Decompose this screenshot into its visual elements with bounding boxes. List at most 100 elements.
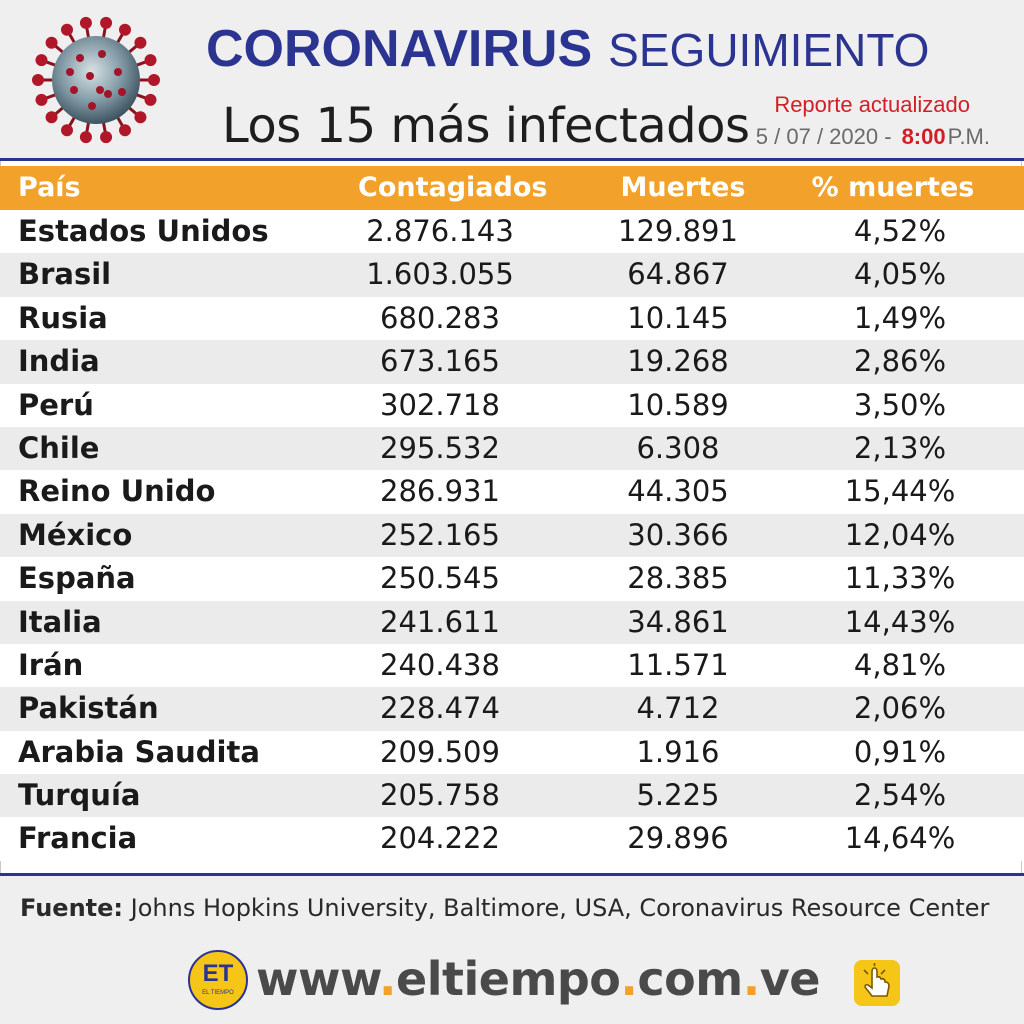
cell-pais: Turquía bbox=[18, 778, 141, 813]
table-row: Italia 241.611 34.861 14,43% bbox=[0, 600, 1024, 644]
report-date: 5 / 07 / 2020 - 8:00P.M. bbox=[756, 124, 990, 150]
table-row: Rusia 680.283 10.145 1,49% bbox=[0, 296, 1024, 341]
cell-contagiados: 240.438 bbox=[380, 647, 500, 682]
cell-muertes: 4.712 bbox=[636, 691, 720, 726]
table-row: Pakistán 228.474 4.712 2,06% bbox=[0, 687, 1024, 731]
website-www: www bbox=[256, 952, 380, 1006]
cell-porcentaje: 4,05% bbox=[853, 257, 947, 292]
table-row: México 252.165 30.366 12,04% bbox=[0, 513, 1024, 558]
cell-contagiados: 673.165 bbox=[380, 344, 500, 379]
report-date-value: 5 / 07 / 2020 - bbox=[755, 124, 892, 149]
cell-contagiados: 205.758 bbox=[380, 778, 500, 813]
cell-porcentaje: 4,81% bbox=[853, 647, 947, 682]
cell-pais: España bbox=[18, 561, 136, 596]
cell-pais: Chile bbox=[18, 430, 100, 465]
cell-porcentaje: 3,50% bbox=[853, 387, 947, 422]
cell-muertes: 5.225 bbox=[636, 778, 720, 813]
cell-porcentaje: 0,91% bbox=[853, 734, 947, 769]
infographic-title: CORONAVIRUS SEGUIMIENTO bbox=[206, 14, 1006, 84]
cell-muertes: 10.589 bbox=[627, 387, 729, 422]
cell-pais: Francia bbox=[18, 821, 138, 856]
cell-contagiados: 302.718 bbox=[380, 387, 500, 422]
cell-porcentaje: 2,13% bbox=[853, 430, 947, 465]
cell-porcentaje: 2,06% bbox=[853, 691, 947, 726]
coronavirus-icon bbox=[32, 16, 160, 144]
cell-porcentaje: 2,86% bbox=[853, 344, 947, 379]
cell-contagiados: 250.545 bbox=[380, 561, 500, 596]
header: CORONAVIRUS SEGUIMIENTO Los 15 más infect… bbox=[0, 0, 1024, 160]
website-link[interactable]: www.eltiempo.com.ve bbox=[256, 946, 820, 1012]
title-coronavirus: CORONAVIRUS bbox=[206, 20, 593, 78]
cell-pais: India bbox=[18, 344, 100, 379]
cell-porcentaje: 1,49% bbox=[853, 300, 947, 335]
cell-muertes: 28.385 bbox=[627, 561, 729, 596]
report-ampm: P.M. bbox=[947, 124, 990, 149]
column-header-porcentaje: % muertes bbox=[811, 172, 975, 203]
cell-contagiados: 209.509 bbox=[380, 734, 500, 769]
cell-pais: Perú bbox=[18, 387, 94, 422]
cell-muertes: 29.896 bbox=[627, 821, 729, 856]
cell-porcentaje: 2,54% bbox=[853, 778, 947, 813]
table-row: India 673.165 19.268 2,86% bbox=[0, 340, 1024, 384]
website-com: com bbox=[637, 952, 743, 1006]
website-dot: . bbox=[379, 952, 397, 1006]
column-header-contagiados: Contagiados bbox=[358, 172, 548, 203]
cell-pais: Reino Unido bbox=[18, 474, 216, 509]
table-header: País Contagiados Muertes % muertes bbox=[0, 166, 1024, 210]
logo-subtext: EL TIEMPO bbox=[202, 990, 234, 996]
table-row: España 250.545 28.385 11,33% bbox=[0, 557, 1024, 601]
source-note: Fuente: Johns Hopkins University, Baltim… bbox=[20, 894, 989, 922]
table-row: Perú 302.718 10.589 3,50% bbox=[0, 383, 1024, 427]
cell-contagiados: 241.611 bbox=[380, 604, 500, 639]
cell-contagiados: 204.222 bbox=[380, 821, 500, 856]
report-label: Reporte actualizado bbox=[774, 92, 970, 117]
website-ve: ve bbox=[759, 952, 821, 1006]
cell-muertes: 34.861 bbox=[627, 604, 729, 639]
table-body: Estados Unidos 2.876.143 129.891 4,52% Brasi… bbox=[0, 210, 1024, 861]
report-hour: 8:00 bbox=[901, 124, 946, 149]
cell-muertes: 11.571 bbox=[627, 647, 729, 682]
table-row: Estados Unidos 2.876.143 129.891 4,52% bbox=[0, 210, 1024, 254]
cell-porcentaje: 14,43% bbox=[844, 604, 956, 639]
logo-text: ET bbox=[202, 960, 234, 987]
cell-contagiados: 680.283 bbox=[380, 300, 500, 335]
cell-pais: Pakistán bbox=[18, 691, 159, 726]
website-domain: eltiempo bbox=[396, 952, 621, 1006]
cell-muertes: 44.305 bbox=[627, 474, 729, 509]
cell-contagiados: 252.165 bbox=[380, 517, 500, 552]
table-row: Francia 204.222 29.896 14,64% bbox=[0, 817, 1024, 861]
table-row: Turquía 205.758 5.225 2,54% bbox=[0, 774, 1024, 818]
cell-porcentaje: 12,04% bbox=[844, 517, 956, 552]
table-row: Brasil 1.603.055 64.867 4,05% bbox=[0, 253, 1024, 297]
footer-divider bbox=[0, 873, 1024, 876]
table-row: Irán 240.438 11.571 4,81% bbox=[0, 643, 1024, 688]
header-divider bbox=[0, 158, 1024, 161]
cell-pais: Irán bbox=[18, 647, 84, 682]
cell-pais: Estados Unidos bbox=[18, 214, 269, 248]
cell-muertes: 30.366 bbox=[627, 517, 729, 552]
cell-muertes: 129.891 bbox=[618, 214, 738, 248]
source-text: Johns Hopkins University, Baltimore, USA… bbox=[130, 894, 990, 922]
hand-pointer-icon bbox=[854, 960, 900, 1006]
title-seguimiento: SEGUIMIENTO bbox=[608, 24, 930, 76]
cell-contagiados: 228.474 bbox=[380, 691, 500, 726]
cell-muertes: 19.268 bbox=[627, 344, 729, 379]
data-table: País Contagiados Muertes % muertes Estad… bbox=[0, 166, 1024, 861]
cell-porcentaje: 15,44% bbox=[844, 474, 956, 509]
cell-contagiados: 295.532 bbox=[380, 430, 500, 465]
cell-contagiados: 1.603.055 bbox=[366, 257, 514, 292]
cell-pais: Italia bbox=[18, 604, 102, 639]
website-dot: . bbox=[620, 952, 638, 1006]
cell-muertes: 1.916 bbox=[636, 734, 720, 769]
website-dot: . bbox=[742, 952, 760, 1006]
cell-contagiados: 286.931 bbox=[380, 474, 500, 509]
cell-muertes: 64.867 bbox=[627, 257, 729, 292]
column-header-muertes: Muertes bbox=[620, 172, 746, 203]
source-label: Fuente: bbox=[20, 894, 123, 922]
cell-porcentaje: 4,52% bbox=[853, 214, 947, 248]
cell-pais: México bbox=[18, 517, 133, 552]
cell-pais: Arabia Saudita bbox=[18, 734, 260, 769]
cell-pais: Brasil bbox=[18, 257, 112, 292]
cell-muertes: 6.308 bbox=[636, 430, 720, 465]
infographic-subtitle: Los 15 más infectados bbox=[222, 98, 750, 154]
